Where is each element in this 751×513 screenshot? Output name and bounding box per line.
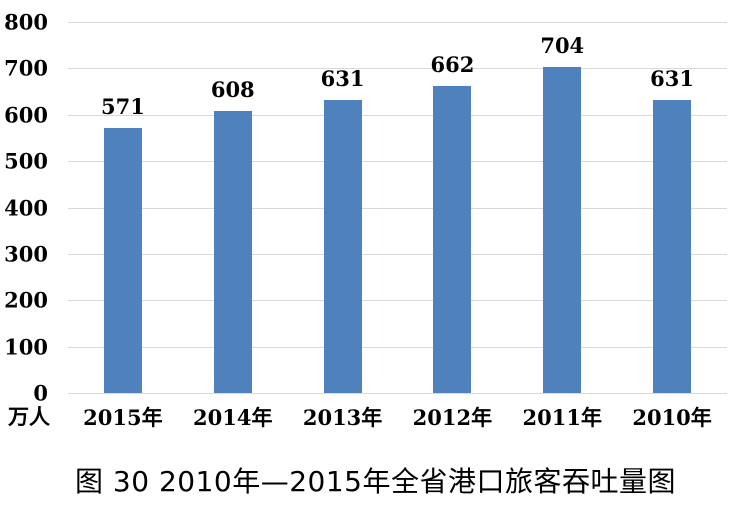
bar-value-label: 631 [320, 66, 365, 92]
x-axis-label: 2014年 [193, 405, 273, 430]
chart-title: 图 30 2010年—2015年全省港口旅客吞吐量图 [75, 465, 676, 498]
bar [103, 128, 142, 393]
bar [543, 66, 582, 393]
gridline [68, 253, 727, 255]
y-axis-tick-label: 100 [4, 334, 48, 360]
y-axis-tick-label: 600 [4, 102, 48, 128]
gridline [68, 346, 727, 348]
gridline [68, 22, 727, 23]
bar-value-label: 704 [540, 32, 585, 58]
y-axis-tick-label: 0 [33, 380, 48, 406]
y-axis-tick-label: 200 [4, 287, 48, 313]
y-axis-tick-labels: 0 100 200 300 400 500 600 700 800 [0, 0, 48, 430]
x-axis-label: 2013年 [302, 405, 383, 430]
x-axis-labels: 2015年 2014年 2013年 2012年 2011年 2010年 [68, 406, 727, 434]
plot-area: 571 608 631 662 704 631 [68, 22, 727, 394]
y-axis-tick-label: 700 [4, 55, 48, 81]
x-axis-label: 2012年 [412, 405, 493, 430]
bar [433, 86, 472, 393]
x-axis-label: 2010年 [632, 405, 712, 430]
bar-value-label: 631 [650, 66, 694, 92]
bar [323, 100, 362, 393]
y-axis-tick-label: 500 [4, 148, 48, 174]
gridline [68, 114, 727, 116]
gridline [68, 68, 727, 70]
bar [653, 100, 692, 393]
y-axis-tick-label: 300 [4, 241, 48, 267]
bar-value-label: 662 [430, 52, 475, 77]
x-axis-label: 2015年 [83, 405, 163, 430]
gridline [68, 161, 727, 163]
gridline [68, 393, 727, 394]
gridline [68, 300, 727, 302]
bar-value-label: 608 [210, 77, 255, 103]
y-axis-unit-label: 万人 [8, 405, 50, 429]
gridline [68, 207, 727, 209]
y-axis-tick-label: 800 [4, 9, 48, 35]
y-axis-tick-label: 400 [4, 195, 48, 220]
bar-value-label: 571 [100, 94, 145, 120]
x-axis-label: 2011年 [522, 405, 602, 430]
bar [213, 111, 252, 393]
